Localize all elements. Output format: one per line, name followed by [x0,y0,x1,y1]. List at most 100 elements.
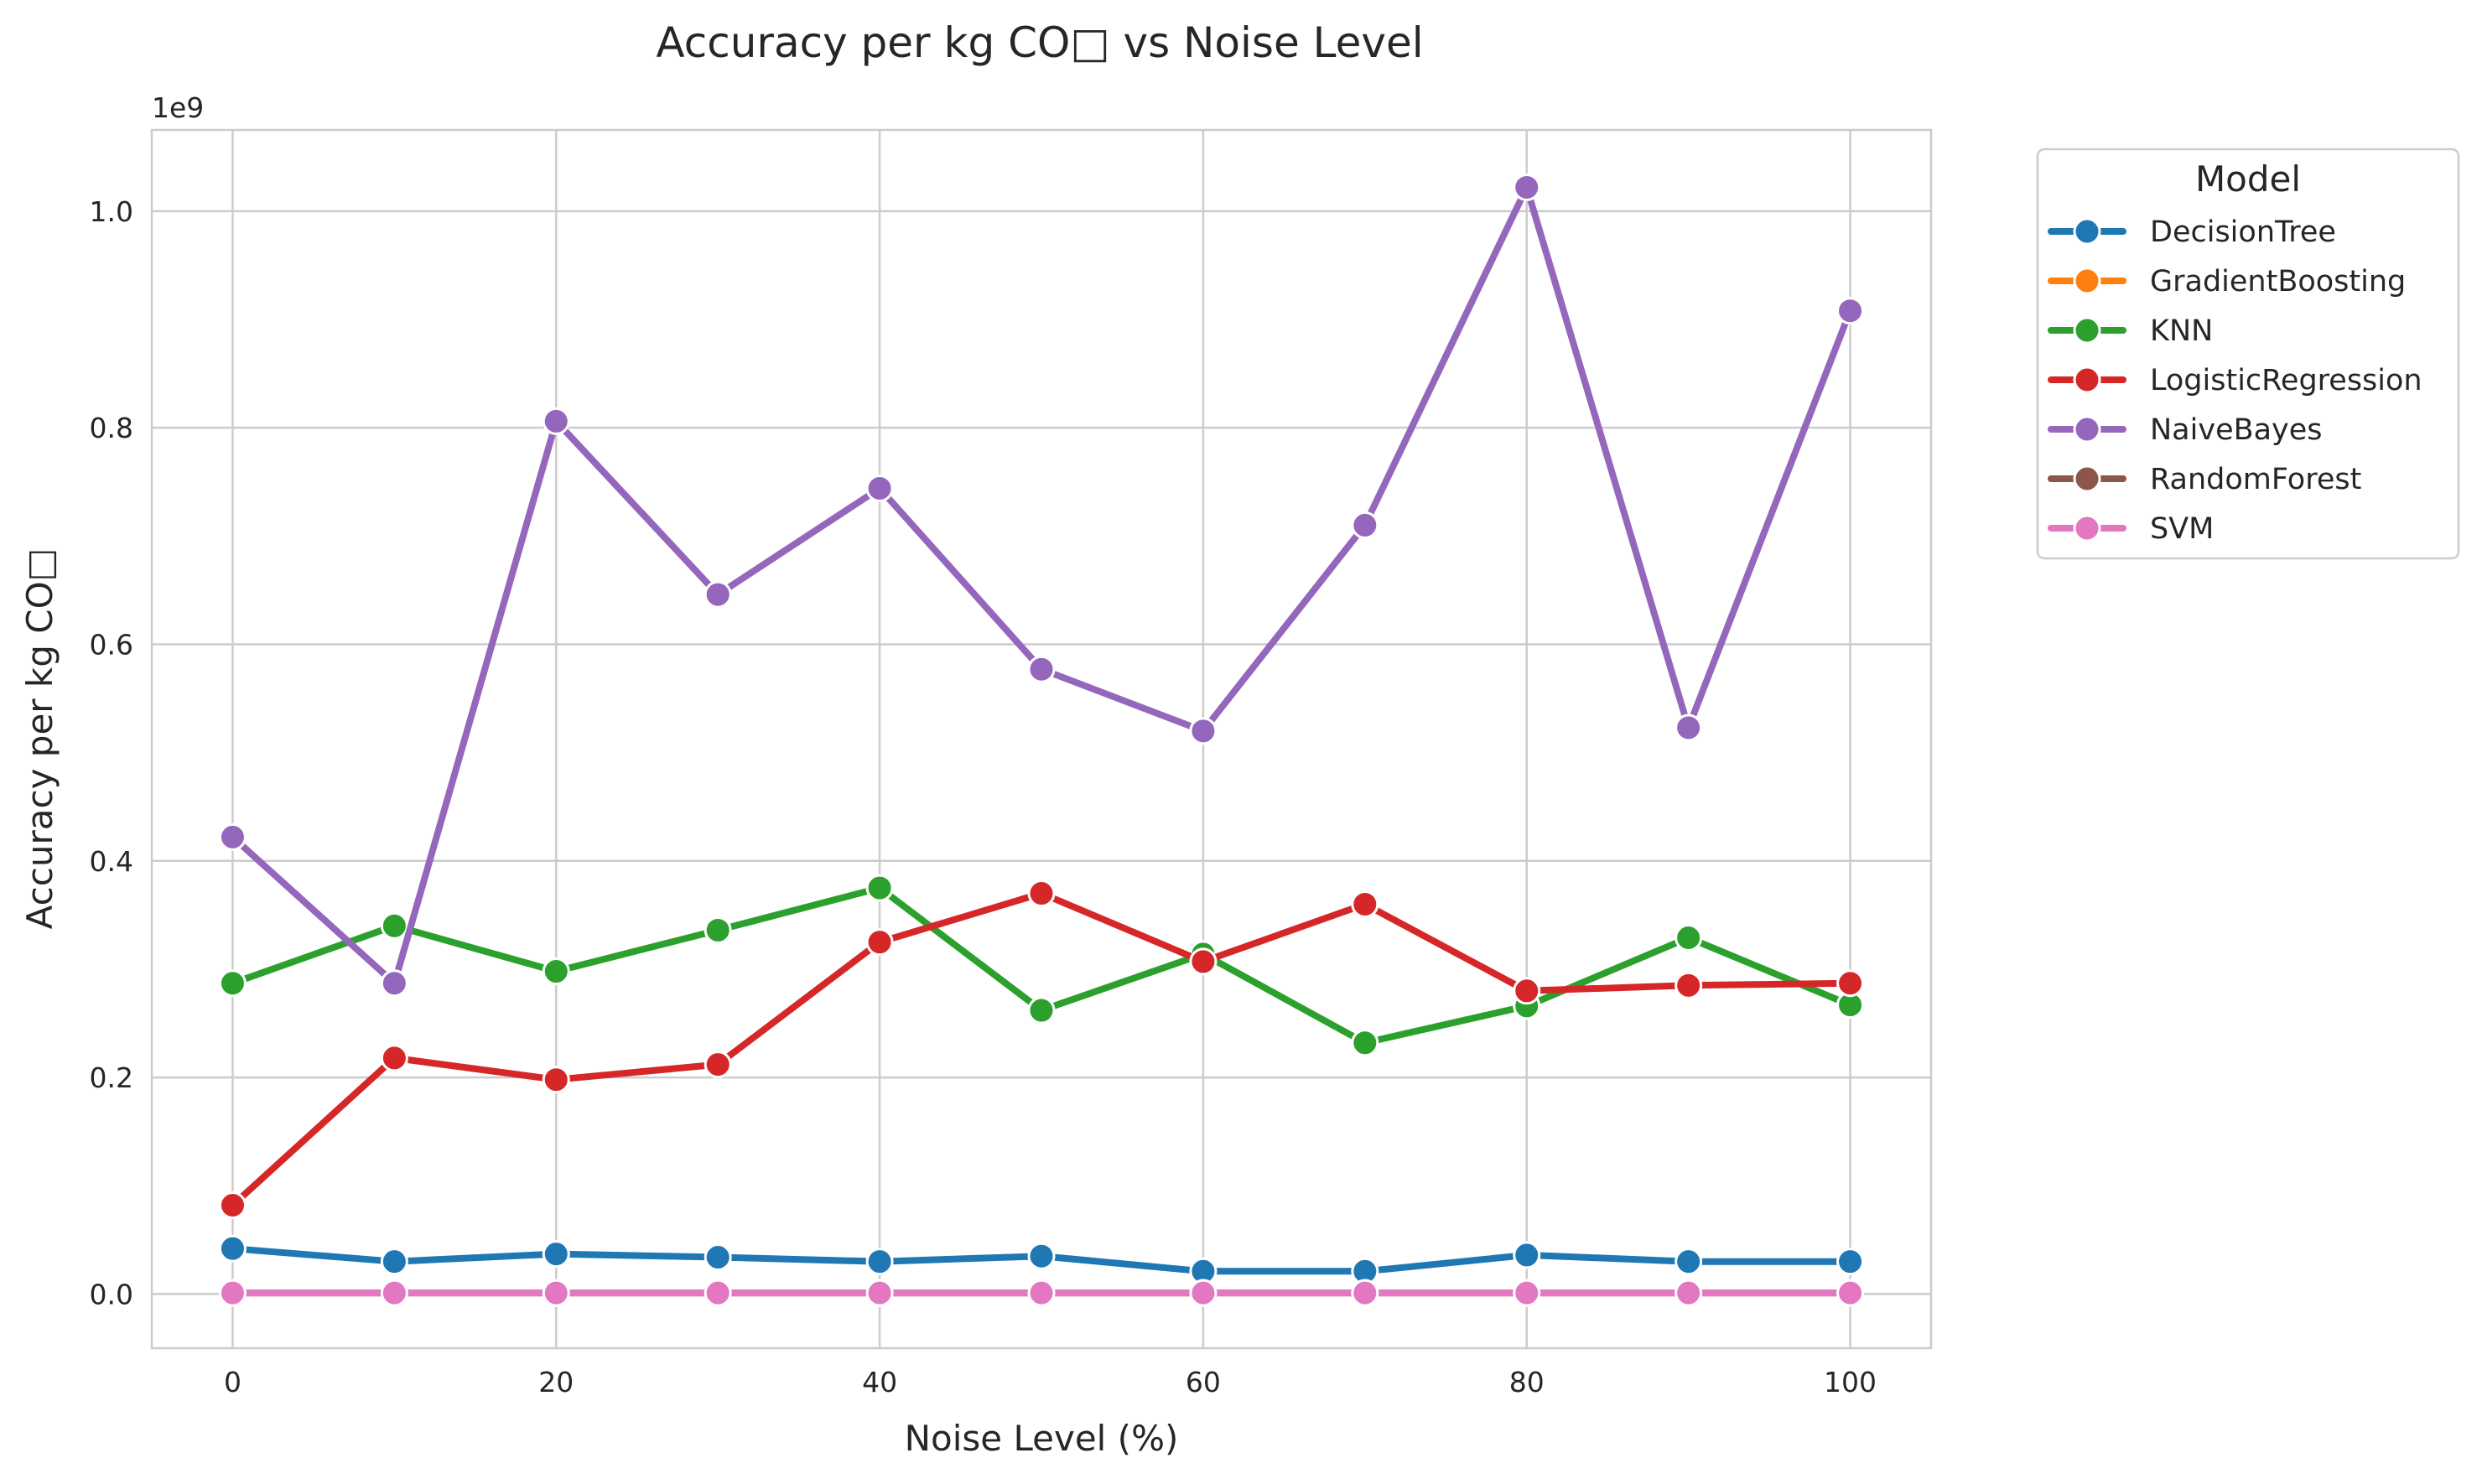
data-point-svm [1513,1279,1541,1307]
data-point-logisticregression [1027,880,1056,908]
data-point-naivebayes [380,969,408,998]
data-point-naivebayes [865,475,894,503]
data-point-knn [1675,924,1703,952]
data-point-knn [218,969,247,998]
data-point-naivebayes [1027,655,1056,683]
legend-items: DecisionTree GradientBoosting KNN LogisticR… [2048,215,2422,546]
data-point-naivebayes [1675,713,1703,742]
legend-item-knn: KNN [2048,314,2213,348]
data-point-knn [704,916,732,944]
data-point-logisticregression [542,1066,570,1094]
data-point-knn [542,957,570,986]
legend: Model DecisionTree GradientBoosting KNN Log… [2036,148,2460,560]
data-point-knn [1351,1029,1379,1057]
y-tick-label: 0.0 [90,1278,133,1310]
data-point-decisiontree [865,1248,894,1276]
series-naivebayes [218,173,1865,998]
legend-swatch-marker [2073,415,2101,444]
data-point-svm [542,1279,570,1307]
legend-label: KNN [2150,314,2213,348]
data-point-logisticregression [1513,977,1541,1005]
data-point-svm [380,1279,408,1307]
legend-item-naivebayes: NaiveBayes [2048,413,2323,447]
chart-title: Accuracy per kg CO□ vs Noise Level [656,18,1423,67]
legend-frame [2036,148,2460,560]
y-tick-label: 0.8 [90,412,133,444]
data-point-decisiontree [218,1234,247,1263]
data-point-logisticregression [218,1191,247,1220]
data-point-naivebayes [704,580,732,609]
x-tick-label: 40 [862,1366,897,1398]
legend-label: DecisionTree [2150,215,2336,249]
legend-swatch-marker [2073,514,2101,542]
x-axis-label: Noise Level (%) [905,1418,1179,1459]
y-axis-ticks: 0.0 0.2 0.4 0.6 0.8 1.0 [90,195,133,1311]
data-point-logisticregression [704,1051,732,1079]
plot-frame [150,128,1933,1350]
legend-item-randomforest: RandomForest [2048,463,2361,496]
data-point-logisticregression [1351,890,1379,918]
y-axis-label: Accuracy per kg CO□ [19,548,60,930]
legend-swatch-marker [2073,464,2101,493]
data-point-naivebayes [1836,297,1865,325]
legend-title: Model [2195,158,2301,200]
legend-label: NaiveBayes [2150,413,2323,447]
x-axis-ticks: 0 20 40 60 80 100 [224,1366,1877,1398]
legend-label: LogisticRegression [2150,364,2422,397]
legend-item-gradientboosting: GradientBoosting [2048,265,2406,298]
data-point-decisiontree [1836,1248,1865,1276]
legend-label: RandomForest [2150,463,2361,496]
x-tick-label: 60 [1186,1366,1221,1398]
data-point-naivebayes [1351,511,1379,539]
y-tick-label: 0.6 [90,628,133,661]
data-point-knn [865,874,894,902]
legend-label: GradientBoosting [2150,265,2406,298]
series-logisticregression [218,880,1865,1220]
data-point-naivebayes [542,407,570,435]
data-point-logisticregression [865,928,894,957]
y-tick-label: 0.2 [90,1061,133,1094]
data-point-naivebayes [1513,173,1541,201]
plot-background [152,130,1931,1348]
legend-item-logisticregression: LogisticRegression [2048,364,2422,397]
data-point-svm [704,1279,732,1307]
data-point-naivebayes [218,822,247,851]
x-tick-label: 20 [538,1366,574,1398]
x-tick-label: 80 [1509,1366,1545,1398]
plot-area [150,128,1933,1350]
data-point-svm [1675,1279,1703,1307]
y-tick-label: 0.4 [90,845,133,878]
data-point-decisiontree [1513,1241,1541,1269]
data-point-knn [1027,996,1056,1025]
x-tick-label: 100 [1824,1366,1877,1398]
x-tick-label: 0 [224,1366,241,1398]
data-point-knn [380,911,408,940]
y-tick-label: 1.0 [90,195,133,228]
series-svm [218,1279,1865,1307]
series-layer [218,173,1865,1307]
y-offset-label: 1e9 [152,91,204,124]
data-point-logisticregression [1675,971,1703,999]
data-point-svm [1351,1279,1379,1307]
series-decisiontree [218,1234,1865,1285]
data-point-decisiontree [1675,1248,1703,1276]
legend-swatch-marker [2073,366,2101,394]
data-point-decisiontree [380,1248,408,1276]
legend-item-decisiontree: DecisionTree [2048,215,2336,249]
data-point-svm [1189,1279,1218,1307]
legend-swatch-marker [2073,267,2101,295]
data-point-svm [865,1279,894,1307]
legend-label: SVM [2150,512,2214,546]
data-point-decisiontree [542,1240,570,1269]
data-point-svm [1836,1279,1865,1307]
data-point-decisiontree [1027,1242,1056,1270]
legend-swatch-marker [2073,316,2101,345]
data-point-naivebayes [1189,717,1218,745]
data-point-svm [218,1279,247,1307]
data-point-logisticregression [1836,969,1865,998]
data-point-logisticregression [1189,947,1218,976]
data-point-logisticregression [380,1044,408,1072]
data-point-svm [1027,1279,1056,1307]
data-point-decisiontree [704,1243,732,1272]
